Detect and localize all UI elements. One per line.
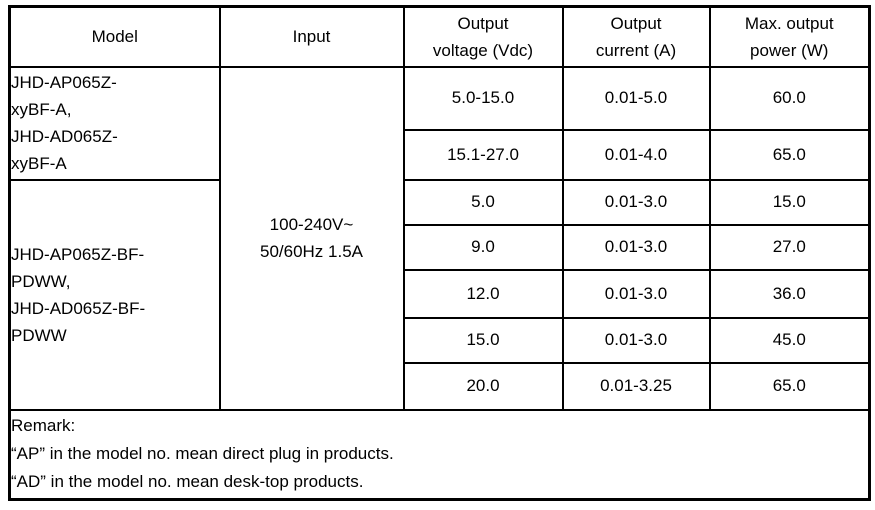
input-line2: 50/60Hz 1.5A <box>259 242 363 261</box>
model-name-line: JHD-AD065Z-BF- <box>11 298 146 318</box>
table-row: 15.1-27.0 0.01-4.0 65.0 <box>10 128 871 181</box>
remark-cell: Remark: “AP” in the model no. mean direc… <box>8 408 871 501</box>
remark-title: Remark: <box>11 416 76 436</box>
current-cell: 0.01-4.0 <box>561 128 711 181</box>
col-header-output-voltage-line2: voltage (Vdc) <box>432 40 534 60</box>
header-row: Model Input Output voltage (Vdc) Output … <box>8 5 871 68</box>
model-name-line: PDWW <box>11 325 67 345</box>
power-cell: 45.0 <box>708 316 871 364</box>
table-row: 15.0 0.01-3.0 45.0 <box>10 316 871 364</box>
model-name-line: PDWW, <box>11 271 71 291</box>
voltage-cell: 5.0-15.0 <box>402 65 564 131</box>
power-cell: 65.0 <box>708 128 871 181</box>
power-cell: 60.0 <box>708 65 871 131</box>
model-group-1-cell: JHD-AP065Z- xyBF-A, JHD-AD065Z- xyBF-A <box>8 65 221 181</box>
input-line1: 100-240V~ <box>269 215 354 234</box>
remark-line-ap: “AP” in the model no. mean direct plug i… <box>11 444 394 464</box>
voltage-cell: 20.0 <box>402 361 564 411</box>
col-header-output-voltage-line1: Output <box>457 13 509 33</box>
col-header-max-power-line2: power (W) <box>750 40 829 60</box>
col-header-model-label: Model <box>91 27 138 47</box>
col-header-input-label: Input <box>292 27 331 47</box>
table-row: JHD-AP065Z- xyBF-A, JHD-AD065Z- xyBF-A 1… <box>8 65 871 411</box>
voltage-cell: 15.1-27.0 <box>402 128 564 181</box>
table-row: 9.0 0.01-3.0 27.0 <box>10 223 871 271</box>
col-header-input: Input <box>218 5 405 68</box>
voltage-cell: 15.0 <box>402 316 564 364</box>
col-header-output-current-line2: current (A) <box>595 40 677 60</box>
spec-table: Model Input Output voltage (Vdc) Output … <box>8 5 871 501</box>
input-cell: 100-240V~ 50/60Hz 1.5A <box>218 65 405 411</box>
model-name-line: JHD-AP065Z- <box>11 73 117 92</box>
col-header-model: Model <box>8 5 221 68</box>
col-header-max-power-line1: Max. output <box>744 13 834 33</box>
current-cell: 0.01-3.0 <box>561 178 711 226</box>
model-group-2-cell: JHD-AP065Z-BF- PDWW, JHD-AD065Z-BF- PDWW <box>8 178 221 411</box>
current-cell: 0.01-3.0 <box>561 316 711 364</box>
remark-row: Remark: “AP” in the model no. mean direc… <box>8 408 871 501</box>
voltage-cell: 9.0 <box>402 223 564 271</box>
table-row: 20.0 0.01-3.25 65.0 <box>10 361 871 411</box>
col-header-output-voltage: Output voltage (Vdc) <box>402 5 564 68</box>
current-cell: 0.01-3.0 <box>561 223 711 271</box>
power-cell: 15.0 <box>708 178 871 226</box>
table-row: 12.0 0.01-3.0 36.0 <box>10 268 871 319</box>
model-name-line: xyBF-A, <box>11 100 72 119</box>
model-name-line: JHD-AD065Z- <box>11 127 118 146</box>
current-cell: 0.01-3.25 <box>561 361 711 411</box>
col-header-output-current: Output current (A) <box>561 5 711 68</box>
current-cell: 0.01-3.0 <box>561 268 711 319</box>
power-cell: 36.0 <box>708 268 871 319</box>
table-row: JHD-AP065Z-BF- PDWW, JHD-AD065Z-BF- PDWW… <box>8 178 871 411</box>
power-cell: 27.0 <box>708 223 871 271</box>
model-name-line: xyBF-A <box>11 154 67 173</box>
voltage-cell: 5.0 <box>402 178 564 226</box>
col-header-output-current-line1: Output <box>610 13 662 33</box>
model-name-line: JHD-AP065Z-BF- <box>11 244 145 264</box>
col-header-max-power: Max. output power (W) <box>708 5 871 68</box>
remark-line-ad: “AD” in the model no. mean desk-top prod… <box>11 472 364 492</box>
power-cell: 65.0 <box>708 361 871 411</box>
current-cell: 0.01-5.0 <box>561 65 711 131</box>
voltage-cell: 12.0 <box>402 268 564 319</box>
